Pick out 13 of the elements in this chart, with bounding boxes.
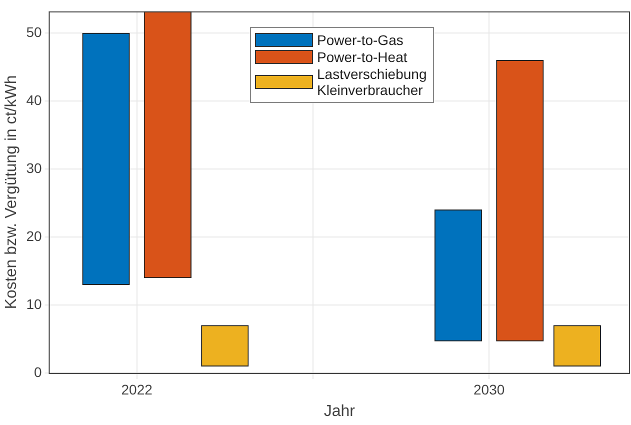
y-tick-label: 30	[26, 160, 42, 176]
legend-label: Power-to-Heat	[317, 49, 408, 65]
y-tick-label: 0	[34, 364, 42, 380]
legend-label: Power-to-Gas	[317, 32, 404, 48]
y-tick-label: 50	[26, 24, 42, 40]
x-axis-title: Jahr	[324, 402, 356, 420]
y-axis-title: Kosten bzw. Vergütung in ct/kWh	[3, 75, 20, 310]
legend-label: Lastverschiebung Kleinverbraucher	[317, 66, 427, 98]
y-tick-label: 40	[26, 92, 42, 108]
x-tick-label: 2022	[121, 381, 153, 398]
y-tick-label: 10	[26, 296, 42, 312]
x-tick-label: 2030	[474, 381, 505, 398]
y-tick-label: 20	[26, 228, 42, 244]
